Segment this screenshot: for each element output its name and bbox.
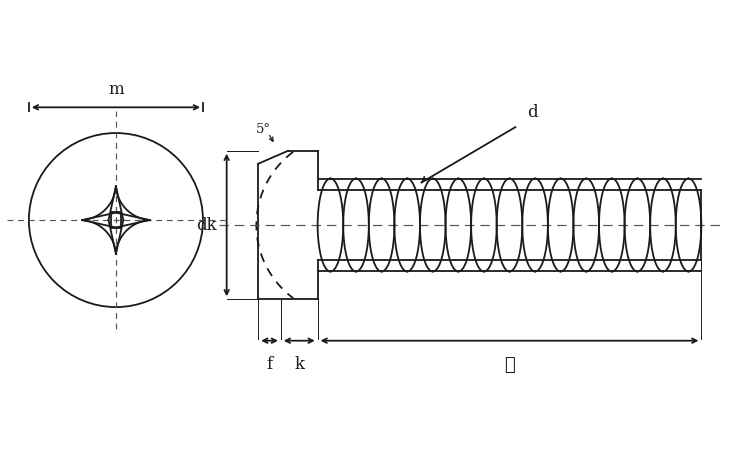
Text: m: m: [108, 81, 124, 99]
Text: dk: dk: [196, 216, 217, 234]
Text: f: f: [266, 356, 273, 373]
Text: 5°: 5°: [256, 122, 272, 135]
Text: k: k: [294, 356, 304, 373]
Text: ℓ: ℓ: [504, 356, 515, 373]
Text: d: d: [527, 104, 538, 121]
